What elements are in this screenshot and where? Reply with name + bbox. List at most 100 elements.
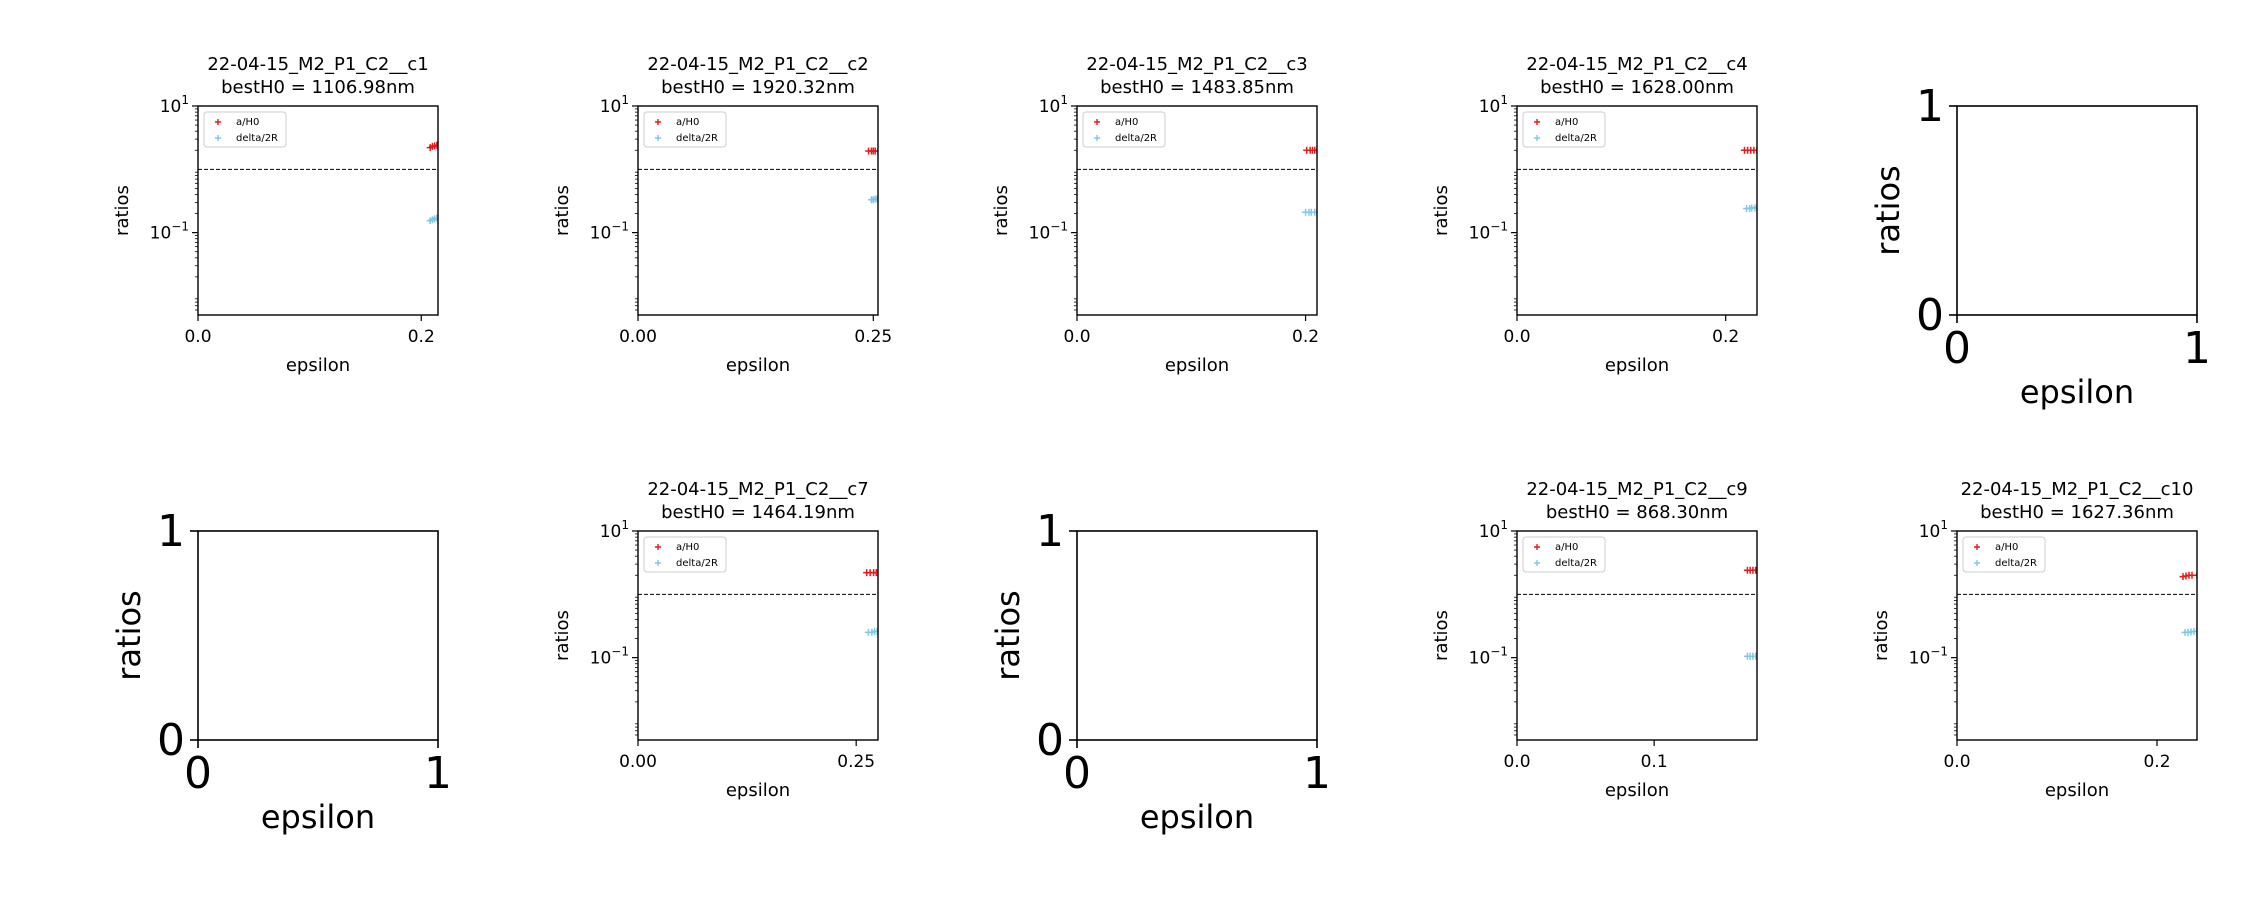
legend: a/H0 delta/2R [1962, 536, 2046, 573]
data-point [1753, 566, 1757, 574]
chart-subtitle: bestH0 = 1627.36nm [1980, 502, 2174, 523]
y-tick-label: 101 [160, 93, 189, 117]
y-tick-label: 1 [157, 506, 185, 557]
axes-frame [1076, 530, 1318, 741]
y-axis-label: ratios [110, 590, 148, 680]
y-axis-label: ratios [112, 185, 133, 236]
data-point [874, 147, 878, 155]
legend-entry: a/H0 [1995, 542, 2018, 553]
y-tick-label: 101 [600, 93, 629, 117]
data-point [1753, 203, 1757, 211]
x-axis-label: epsilon [1165, 355, 1229, 376]
chart-title: 22-04-15_M2_P1_C2__c9 [1526, 479, 1747, 500]
legend-marker [655, 544, 661, 550]
x-tick-label: 0.0 [1503, 327, 1530, 347]
chart-title: 22-04-15_M2_P1_C2__c10 [1961, 479, 2194, 500]
y-tick-label: 0 [157, 715, 185, 766]
data-point [433, 214, 438, 222]
legend-entry: delta/2R [1555, 133, 1597, 144]
legend-entry: a/H0 [1115, 117, 1138, 128]
y-tick-label: 10−1 [1469, 645, 1508, 669]
data-point [2193, 627, 2197, 635]
axes-frame [1516, 105, 1758, 316]
data-point [874, 195, 878, 203]
y-tick-label: 0 [1916, 290, 1944, 341]
chart-subtitle: bestH0 = 868.30nm [1546, 502, 1728, 523]
x-axis-label: epsilon [726, 780, 790, 801]
data-point [1753, 652, 1757, 660]
legend-box [1522, 536, 1606, 573]
chart-title: 22-04-15_M2_P1_C2__c7 [647, 479, 868, 500]
chart-subtitle: bestH0 = 1920.32nm [661, 77, 855, 98]
x-tick-label: 0.1 [1641, 752, 1668, 772]
legend-entry: a/H0 [1555, 117, 1578, 128]
y-tick-label: 10−1 [1909, 645, 1948, 669]
legend-marker [1534, 119, 1540, 125]
y-axis-label: ratios [552, 610, 573, 661]
y-tick-label: 1 [1036, 506, 1064, 557]
x-axis-label: epsilon [1605, 355, 1669, 376]
axes-frame [1956, 530, 2198, 741]
y-tick-label: 101 [600, 518, 629, 542]
x-tick-label: 1 [424, 748, 452, 799]
series-delta-2r [1743, 203, 1757, 213]
legend-box [1962, 536, 2046, 573]
y-axis-label: ratios [1431, 185, 1452, 236]
legend-entry: a/H0 [236, 117, 259, 128]
legend-entry: a/H0 [1555, 542, 1578, 553]
x-tick-label: 0.25 [837, 752, 875, 772]
x-tick-label: 0.00 [619, 327, 657, 347]
x-axis-label: epsilon [726, 355, 790, 376]
legend-entry: a/H0 [676, 542, 699, 553]
x-tick-label: 0.25 [854, 327, 892, 347]
axes-frame [1076, 105, 1318, 316]
legend-marker [655, 119, 661, 125]
legend-entry: delta/2R [1995, 558, 2037, 569]
data-point [2193, 571, 2197, 579]
y-tick-label: 10−1 [590, 220, 629, 244]
legend-marker [1974, 544, 1980, 550]
x-tick-label: 0.0 [1503, 752, 1530, 772]
chart-subtitle: bestH0 = 1106.98nm [221, 77, 415, 98]
data-point [1313, 146, 1317, 154]
x-tick-label: 0.0 [1063, 327, 1090, 347]
series-a-h0 [1740, 146, 1757, 154]
axes-frame [197, 105, 439, 316]
y-tick-label: 10−1 [1469, 220, 1508, 244]
legend-marker [215, 119, 221, 125]
x-axis-label: epsilon [261, 798, 375, 836]
legend-box [643, 536, 727, 573]
x-axis-label: epsilon [286, 355, 350, 376]
y-axis-label: ratios [989, 590, 1027, 680]
series-delta-2r [864, 627, 878, 636]
x-tick-label: 0 [1063, 748, 1091, 799]
legend: a/H0 delta/2R [1522, 536, 1606, 573]
legend-marker [1534, 560, 1540, 566]
y-tick-label: 0 [1036, 715, 1064, 766]
legend-marker [655, 135, 661, 141]
y-tick-label: 1 [1916, 81, 1944, 132]
data-point [874, 627, 878, 635]
series-delta-2r [867, 195, 878, 204]
y-tick-label: 101 [1479, 93, 1508, 117]
legend-entry: delta/2R [676, 558, 718, 569]
series-a-h0 [1743, 566, 1757, 574]
legend: a/H0 delta/2R [203, 111, 287, 148]
y-tick-label: 10−1 [150, 220, 189, 244]
legend-marker [1534, 544, 1540, 550]
chart-title: 22-04-15_M2_P1_C2__c4 [1526, 54, 1747, 75]
series-a-h0 [1303, 146, 1317, 154]
x-tick-label: 0.2 [1292, 327, 1319, 347]
data-point [434, 142, 438, 150]
legend-box [203, 111, 287, 148]
y-axis-label: ratios [1871, 610, 1892, 661]
series-a-h0 [2179, 571, 2197, 581]
series-delta-2r [2181, 627, 2197, 636]
data-point [1753, 146, 1757, 154]
